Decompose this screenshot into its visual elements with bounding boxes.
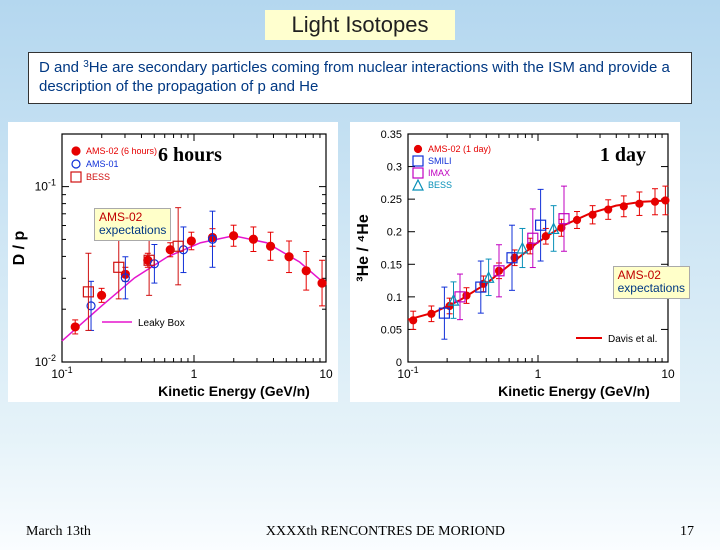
svg-text:Kinetic Energy (GeV/n): Kinetic Energy (GeV/n) — [498, 383, 650, 399]
svg-text:0.3: 0.3 — [387, 161, 402, 173]
svg-text:AMS-02 (6 hours): AMS-02 (6 hours) — [86, 146, 157, 156]
svg-text:0.15: 0.15 — [381, 259, 402, 271]
svg-text:10-1: 10-1 — [35, 177, 56, 193]
footer-center: XXXXth RENCONTRES DE MORIOND — [91, 524, 680, 540]
exp-l1: AMS-02 — [99, 211, 166, 225]
svg-text:0: 0 — [396, 357, 402, 369]
svg-text:AMS-01: AMS-01 — [86, 159, 119, 169]
svg-text:10: 10 — [661, 367, 675, 381]
svg-text:IMAX: IMAX — [428, 168, 450, 178]
charts-row: 10-111010-210-1Leaky BoxAMS-02 (6 hours)… — [0, 122, 720, 402]
footer-page: 17 — [680, 524, 694, 540]
svg-text:0.25: 0.25 — [381, 194, 402, 206]
svg-text:10-1: 10-1 — [51, 365, 72, 381]
svg-text:10: 10 — [319, 367, 333, 381]
footer: March 13th XXXXth RENCONTRES DE MORIOND … — [0, 524, 720, 540]
expectations-box-right: AMS-02 expectations — [613, 266, 690, 300]
svg-text:0.05: 0.05 — [381, 324, 402, 336]
svg-text:SMILI: SMILI — [428, 156, 452, 166]
svg-text:³He / ⁴He: ³He / ⁴He — [355, 214, 372, 282]
svg-text:D / p: D / p — [11, 230, 28, 265]
svg-text:Leaky Box: Leaky Box — [138, 318, 185, 329]
svg-text:BESS: BESS — [428, 180, 452, 190]
svg-text:Kinetic Energy (GeV/n): Kinetic Energy (GeV/n) — [158, 383, 310, 399]
page-title: Light Isotopes — [265, 10, 455, 40]
exp-r2: expectations — [618, 282, 685, 296]
exp-r1: AMS-02 — [618, 269, 685, 283]
right-chart-wrap: 10-111000.050.10.150.20.250.30.35Davis e… — [350, 122, 680, 402]
svg-text:AMS-02 (1 day): AMS-02 (1 day) — [428, 144, 491, 154]
time-label-right: 1 day — [600, 144, 646, 167]
svg-text:1: 1 — [535, 367, 542, 381]
svg-text:BESS: BESS — [86, 172, 110, 182]
time-label-left: 6 hours — [158, 144, 222, 167]
left-chart-wrap: 10-111010-210-1Leaky BoxAMS-02 (6 hours)… — [8, 122, 338, 402]
svg-text:0.35: 0.35 — [381, 129, 402, 141]
description-box: D and 3He are secondary particles coming… — [28, 52, 692, 104]
footer-date: March 13th — [26, 524, 91, 540]
exp-l2: expectations — [99, 224, 166, 238]
svg-text:0.2: 0.2 — [387, 226, 402, 238]
svg-text:Davis et al.: Davis et al. — [608, 334, 657, 345]
svg-text:1: 1 — [191, 367, 198, 381]
expectations-box-left: AMS-02 expectations — [94, 208, 171, 242]
svg-text:0.1: 0.1 — [387, 291, 402, 303]
